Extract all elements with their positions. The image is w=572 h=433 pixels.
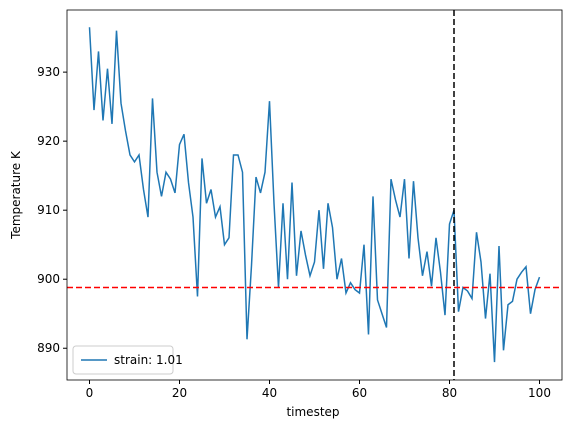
y-tick-label: 910 [37, 203, 60, 217]
plot-frame [66, 9, 563, 381]
x-tick-label: 20 [172, 386, 187, 400]
y-tick-label: 930 [37, 65, 60, 79]
legend-box [72, 345, 174, 375]
x-tick-label: 60 [352, 386, 367, 400]
x-tick-label: 80 [442, 386, 457, 400]
y-tick-label: 920 [37, 134, 60, 148]
x-tick-label: 100 [528, 386, 551, 400]
y-tick-label: 900 [37, 272, 60, 286]
x-tick-label: 40 [262, 386, 277, 400]
y-tick-label: 890 [37, 341, 60, 355]
legend-label: strain: 1.01 [114, 353, 183, 367]
data-line [88, 27, 541, 363]
x-axis-label: timestep [286, 405, 339, 419]
y-axis-label: Temperature K [9, 150, 23, 240]
x-tick-label: 0 [86, 386, 94, 400]
